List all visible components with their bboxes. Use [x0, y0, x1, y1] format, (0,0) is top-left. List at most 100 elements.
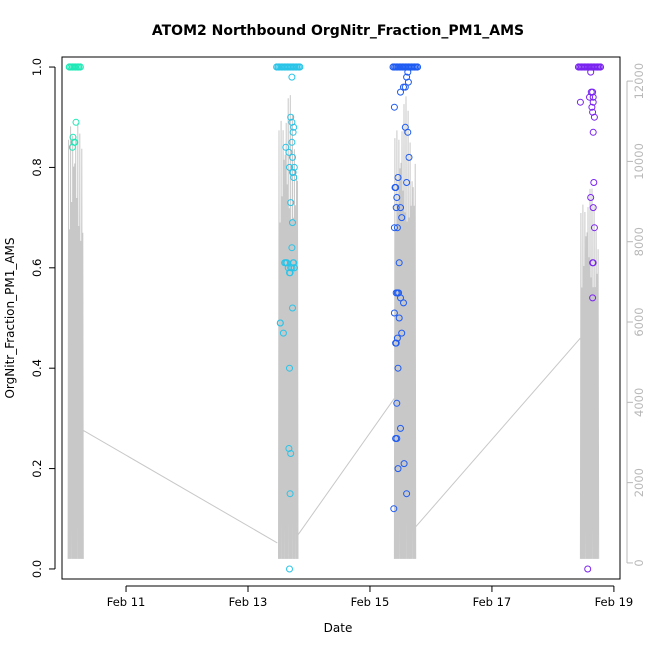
data-point [285, 148, 293, 156]
data-point [403, 179, 411, 186]
data-point [392, 204, 400, 212]
plot-frame [61, 56, 621, 580]
data-point [286, 364, 293, 372]
data-point [287, 199, 295, 207]
y-tick-label: 0.0 [30, 560, 44, 578]
data-point [390, 505, 398, 513]
data-point [397, 88, 404, 96]
series-3 [389, 63, 422, 513]
data-point [286, 269, 293, 277]
data-point [286, 490, 294, 498]
data-point [589, 88, 597, 96]
data-point [392, 339, 400, 347]
chart-title: ATOM2 Northbound OrgNitr_Fraction_PM1_AM… [152, 23, 524, 39]
data-point [405, 153, 413, 161]
data-point [587, 194, 595, 201]
x-tick-label: Feb 17 [473, 595, 512, 609]
data-point [576, 98, 584, 106]
data-point [404, 68, 412, 76]
data-point [398, 329, 406, 337]
data-point [398, 214, 406, 222]
data-point [397, 294, 404, 302]
data-point [288, 73, 296, 81]
data-point [403, 490, 411, 498]
data-point [288, 138, 296, 146]
data-point [400, 460, 408, 468]
data-point [393, 435, 401, 442]
data-point [394, 364, 402, 372]
data-point [287, 450, 295, 457]
y-tick-label: 0.2 [30, 459, 44, 477]
data-point [282, 259, 290, 267]
data-point [589, 294, 597, 302]
data-point [71, 138, 79, 146]
data-point [288, 118, 296, 126]
y2-tick-label: 12000 [632, 63, 646, 100]
data-point [394, 174, 402, 181]
data-point [287, 264, 295, 272]
data-point-cap [413, 63, 422, 71]
y2-tick-label: 8000 [632, 227, 646, 256]
data-point [590, 179, 598, 186]
data-point [400, 299, 407, 307]
data-point [397, 424, 404, 432]
data-point-cap [296, 63, 304, 71]
data-point [289, 219, 296, 227]
data-point [395, 314, 403, 322]
data-point [589, 93, 597, 101]
series-2 [273, 63, 304, 573]
y2-tick-label: 4000 [632, 388, 646, 417]
x-tick-label: Feb 19 [595, 595, 634, 609]
x-tick-label: Feb 15 [351, 595, 390, 609]
data-point [286, 565, 293, 573]
data-point [390, 309, 398, 317]
data-point [404, 78, 412, 86]
data-point [584, 565, 592, 573]
y-axis-label: OrgNitr_Fraction_PM1_AMS [3, 237, 17, 398]
data-point [589, 98, 597, 106]
data-point [390, 224, 398, 232]
data-point [289, 304, 296, 312]
data-point-cap [596, 63, 605, 71]
data-point [287, 113, 295, 121]
data-point [589, 128, 597, 136]
data-point [282, 143, 290, 151]
data-point [395, 259, 403, 267]
data-point [401, 123, 409, 131]
y-tick-label: 0.8 [30, 158, 44, 176]
y-tick-label: 1.0 [30, 58, 44, 76]
x-tick-label: Feb 13 [229, 595, 268, 609]
data-point [589, 259, 597, 267]
data-point [393, 194, 401, 201]
y-tick-label: 0.4 [30, 359, 44, 377]
data-point-cap [76, 63, 84, 71]
series-1 [65, 63, 84, 151]
axes-layer: Feb 11 Feb 13 Feb 15 Feb 17 Feb 19 0.0 0.2 0.4 0… [30, 58, 646, 609]
data-point [290, 264, 298, 272]
data-point [289, 168, 296, 176]
x-tick-label: Feb 11 [107, 595, 146, 609]
y2-tick-label: 0 [632, 559, 646, 566]
data-point [586, 93, 593, 101]
data-point [587, 68, 595, 76]
data-point [288, 244, 296, 252]
data-point [290, 174, 298, 181]
data-point [589, 108, 597, 116]
data-point [401, 83, 409, 91]
data-point [72, 118, 80, 126]
data-point [589, 204, 597, 212]
data-point [289, 128, 297, 136]
y-tick-label: 0.6 [30, 259, 44, 277]
x-axis-label: Date [324, 621, 353, 635]
y2-tick-label: 10000 [632, 143, 646, 180]
data-point [397, 204, 404, 212]
data-point [393, 224, 401, 232]
data-point [590, 224, 598, 232]
data-point [393, 399, 401, 407]
data-point [276, 319, 284, 327]
data-point [394, 465, 402, 473]
y2-tick-label: 6000 [632, 307, 646, 336]
